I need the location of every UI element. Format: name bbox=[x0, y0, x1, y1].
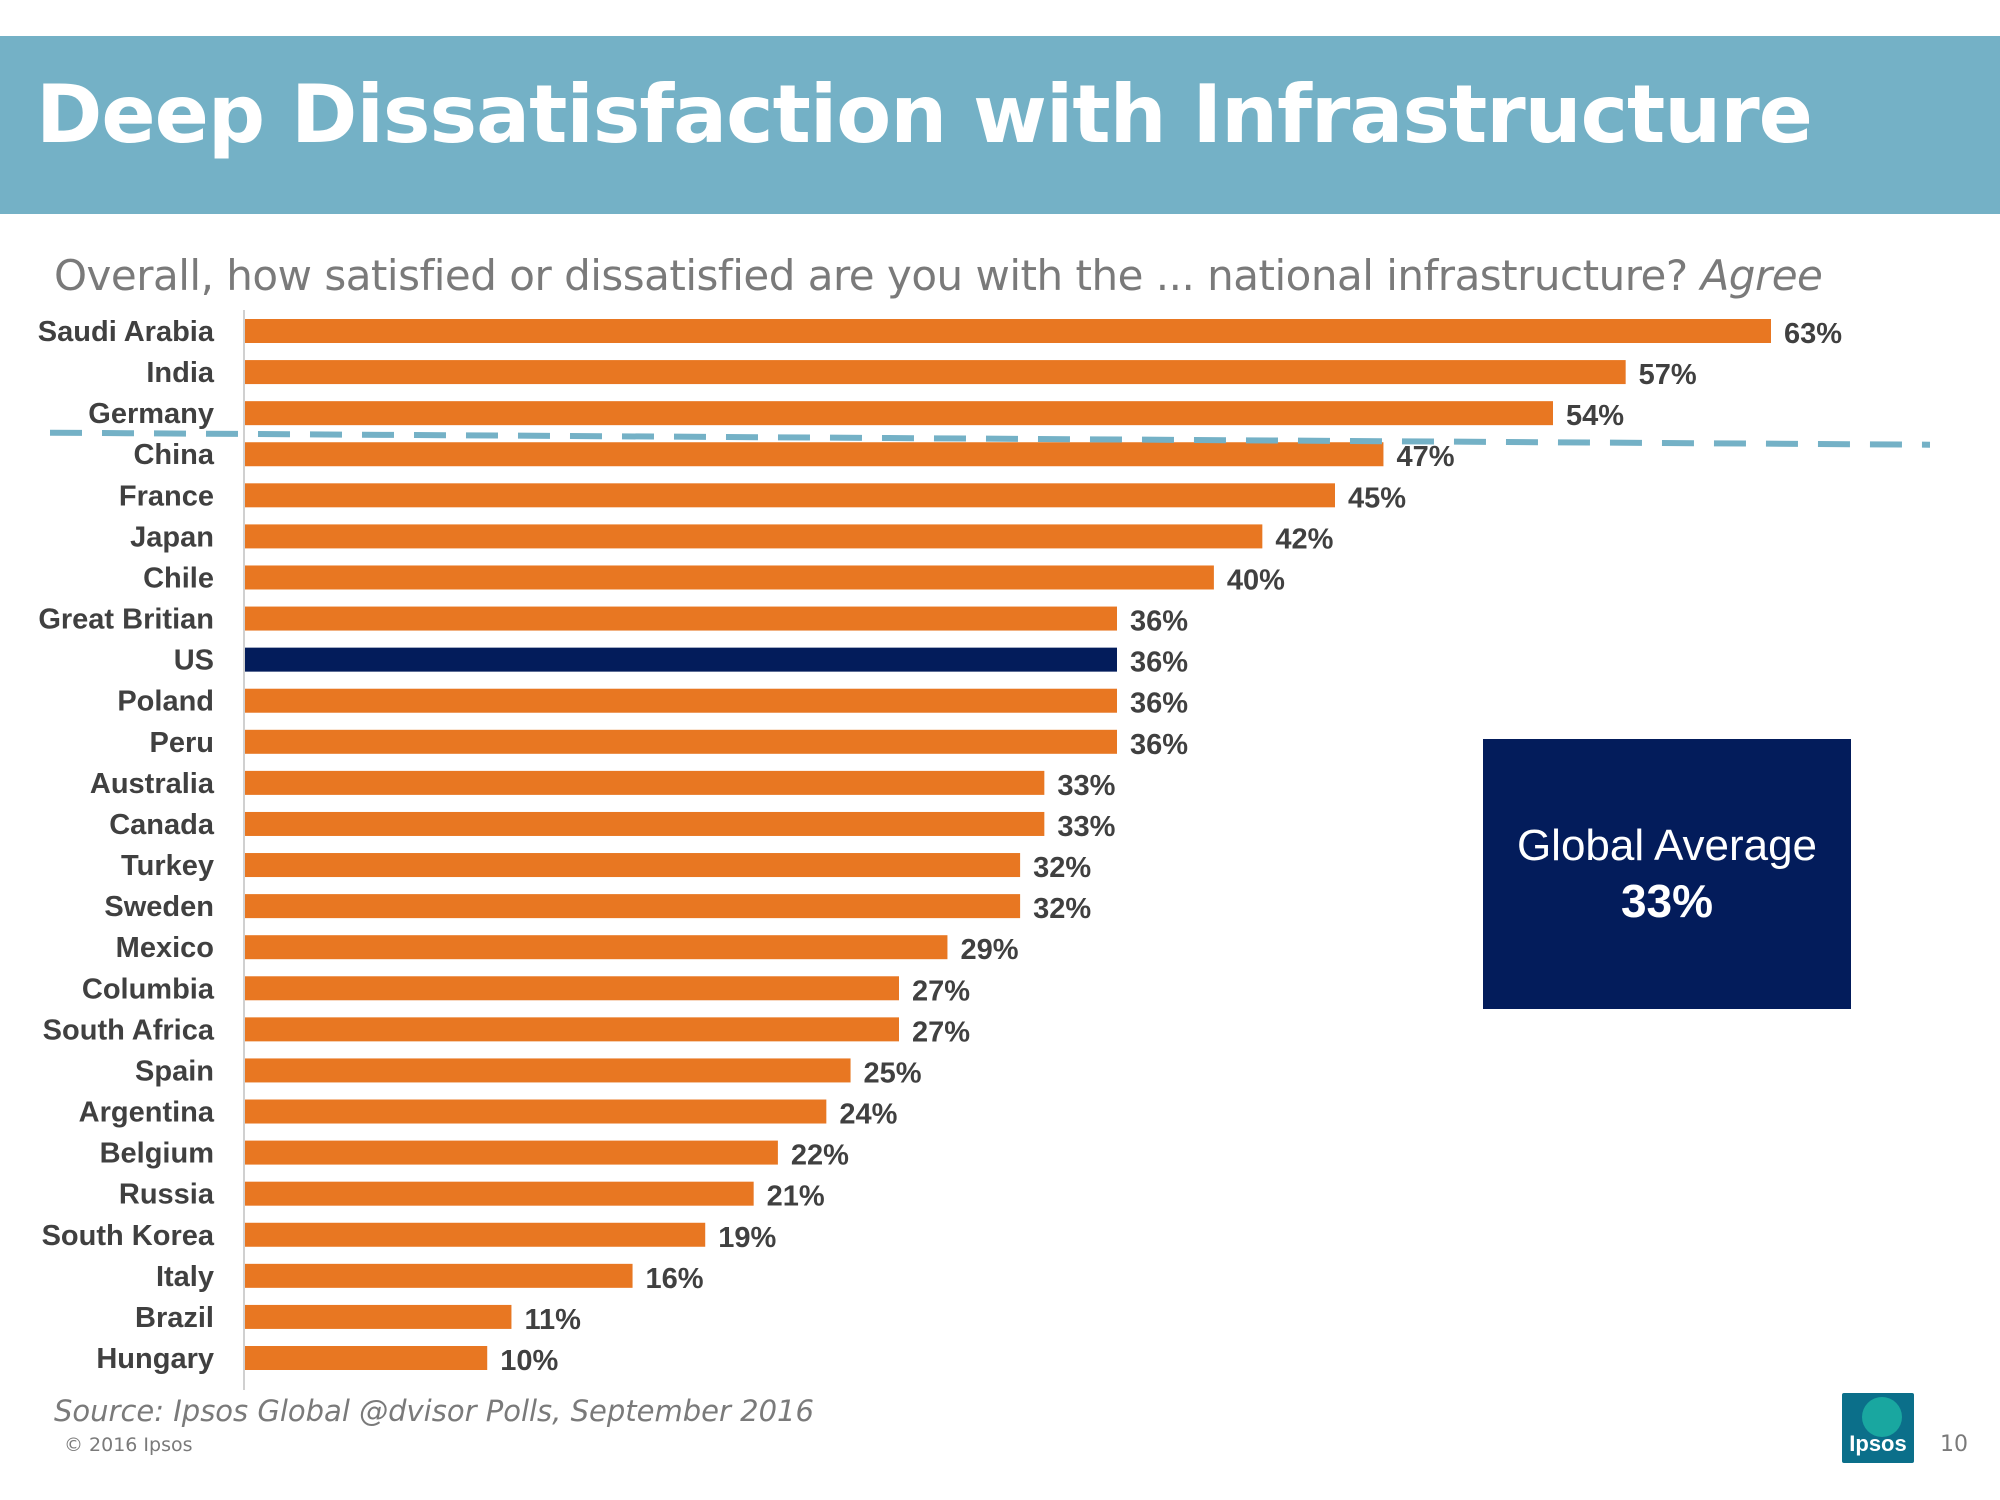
title-band bbox=[0, 36, 2000, 214]
bar-south-africa bbox=[245, 1017, 899, 1042]
value-label: 32% bbox=[1033, 893, 1091, 925]
page-number: 10 bbox=[1940, 1432, 1968, 1457]
bar-brazil bbox=[245, 1304, 512, 1329]
category-label: Belgium bbox=[100, 1138, 214, 1170]
value-label: 21% bbox=[767, 1181, 825, 1213]
category-label: US bbox=[174, 645, 214, 677]
source-note: Source: Ipsos Global @dvisor Polls, Sept… bbox=[54, 1394, 814, 1428]
category-label: Turkey bbox=[121, 850, 214, 882]
bar-saudi-arabia bbox=[245, 319, 1771, 343]
bar-spain bbox=[245, 1058, 851, 1083]
category-label: Peru bbox=[150, 727, 214, 759]
dashed-separator-line bbox=[49, 429, 1931, 448]
value-label: 40% bbox=[1227, 564, 1285, 596]
value-label: 25% bbox=[864, 1057, 922, 1089]
bar-india bbox=[245, 360, 1626, 385]
logo-head-shape bbox=[1862, 1397, 1902, 1437]
value-label: 19% bbox=[718, 1222, 776, 1254]
bar-turkey bbox=[245, 853, 1021, 878]
category-label: Spain bbox=[135, 1055, 214, 1087]
global-average-label: Global Average bbox=[1516, 821, 1818, 870]
bars-layer: Saudi Arabia 63% India 57% Germany 54% China 47… bbox=[38, 310, 1931, 1390]
global-average-box: Global Average 33% bbox=[1483, 739, 1851, 1009]
bar-peru bbox=[245, 729, 1117, 754]
bar-canada bbox=[245, 811, 1045, 836]
bar-south-korea bbox=[245, 1222, 706, 1247]
bar-france bbox=[245, 483, 1335, 508]
bar-australia bbox=[245, 770, 1045, 795]
value-label: 47% bbox=[1396, 441, 1454, 473]
bar-italy bbox=[245, 1263, 633, 1288]
value-label: 36% bbox=[1130, 606, 1188, 638]
category-label: Italy bbox=[156, 1261, 214, 1293]
value-label: 63% bbox=[1784, 318, 1842, 350]
category-label: China bbox=[133, 439, 214, 471]
category-label: India bbox=[146, 357, 215, 389]
bar-mexico bbox=[245, 935, 948, 960]
value-label: 42% bbox=[1275, 523, 1333, 555]
value-label: 27% bbox=[912, 975, 970, 1007]
value-label: 57% bbox=[1639, 359, 1697, 391]
value-label: 22% bbox=[791, 1140, 849, 1172]
bar-poland bbox=[245, 688, 1117, 713]
bar-chile bbox=[245, 565, 1214, 590]
value-label: 36% bbox=[1130, 688, 1188, 720]
category-label: Germany bbox=[88, 398, 214, 430]
value-label: 33% bbox=[1057, 811, 1115, 843]
category-label: Brazil bbox=[135, 1302, 214, 1334]
slide-title: Deep Dissatisfaction with Infrastructure bbox=[36, 68, 1813, 161]
value-label: 11% bbox=[524, 1304, 581, 1336]
bar-japan bbox=[245, 524, 1263, 549]
category-label: Sweden bbox=[104, 891, 214, 923]
category-label: Saudi Arabia bbox=[38, 316, 215, 348]
value-label: 54% bbox=[1566, 400, 1624, 432]
category-label: Hungary bbox=[96, 1343, 214, 1375]
bar-russia bbox=[245, 1181, 754, 1206]
category-label: Chile bbox=[143, 562, 214, 594]
value-label: 33% bbox=[1057, 770, 1115, 802]
subtitle-emphasis: Agree bbox=[1700, 251, 1823, 300]
category-label: Argentina bbox=[79, 1097, 215, 1129]
category-label: Great Britian bbox=[38, 604, 214, 636]
bar-great-britian bbox=[245, 606, 1117, 631]
value-label: 32% bbox=[1033, 852, 1091, 884]
subtitle-question: Overall, how satisfied or dissatisfied a… bbox=[54, 251, 1688, 300]
value-label: 29% bbox=[960, 934, 1018, 966]
category-label: Russia bbox=[119, 1179, 215, 1211]
category-label: Australia bbox=[90, 768, 215, 800]
bar-us bbox=[245, 647, 1117, 672]
value-label: 45% bbox=[1348, 482, 1406, 514]
value-label: 36% bbox=[1130, 647, 1188, 679]
logo-text: Ipsos bbox=[1849, 1431, 1907, 1456]
copyright-notice: © 2016 Ipsos bbox=[64, 1434, 193, 1456]
category-label: South Korea bbox=[42, 1220, 215, 1252]
value-label: 36% bbox=[1130, 729, 1188, 761]
bar-columbia bbox=[245, 976, 899, 1001]
value-label: 10% bbox=[500, 1345, 558, 1377]
bar-china bbox=[245, 442, 1384, 467]
bar-sweden bbox=[245, 894, 1021, 919]
category-label: Japan bbox=[130, 521, 214, 553]
category-label: France bbox=[119, 480, 214, 512]
category-label: Poland bbox=[117, 686, 214, 718]
category-label: Columbia bbox=[82, 973, 215, 1005]
value-label: 27% bbox=[912, 1016, 970, 1048]
global-average-value: 33% bbox=[1620, 875, 1714, 927]
category-label: Mexico bbox=[116, 932, 214, 964]
chart-subtitle: Overall, how satisfied or dissatisfied a… bbox=[54, 248, 1823, 304]
value-label: 16% bbox=[646, 1263, 704, 1295]
bar-hungary bbox=[245, 1346, 488, 1370]
ipsos-logo: Ipsos bbox=[1842, 1393, 1914, 1463]
bar-belgium bbox=[245, 1140, 778, 1165]
bar-chart: Saudi Arabia 63% India 57% Germany 54% China 47… bbox=[38, 310, 1931, 1390]
category-label: Canada bbox=[109, 809, 215, 841]
bar-argentina bbox=[245, 1099, 827, 1124]
value-label: 24% bbox=[839, 1099, 897, 1131]
category-label: South Africa bbox=[43, 1014, 215, 1046]
bar-germany bbox=[245, 401, 1553, 426]
